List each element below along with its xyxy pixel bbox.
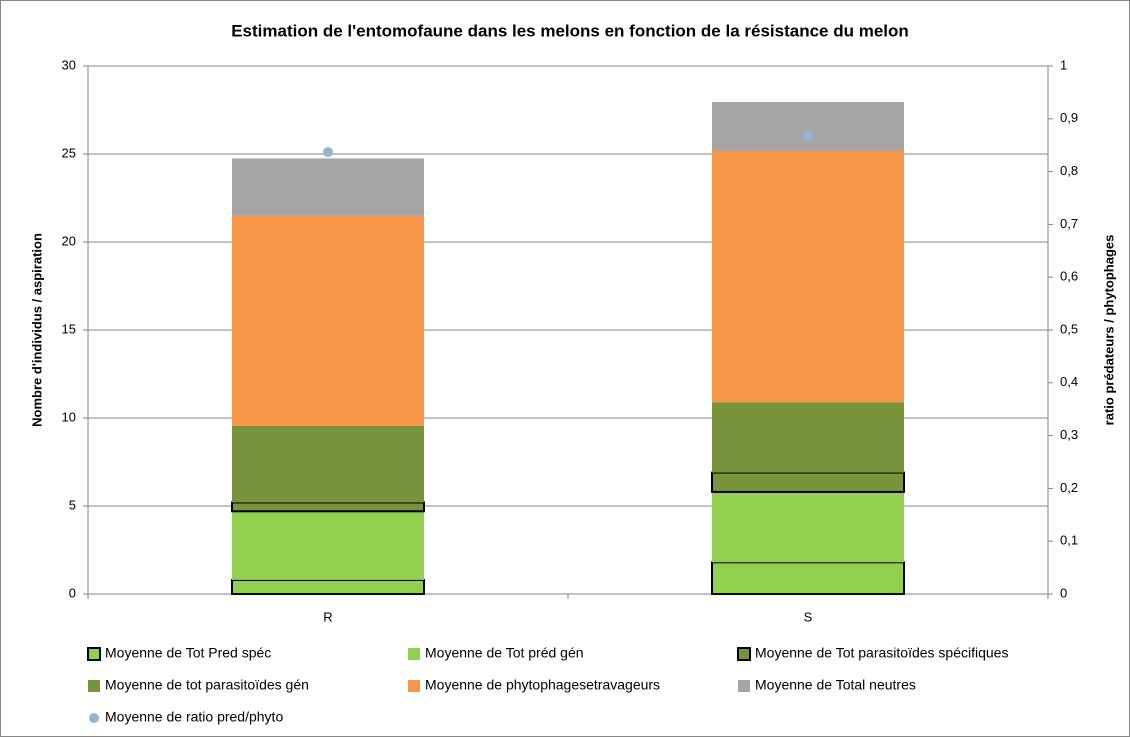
legend-label: Moyenne de Total neutres — [755, 677, 916, 693]
x-tick-label: R — [323, 609, 332, 624]
y-tick-label: 15 — [62, 321, 76, 336]
y-tick-label: 25 — [62, 145, 76, 160]
y2-tick-label: 0,9 — [1060, 110, 1078, 125]
y-tick-label: 0 — [69, 585, 76, 600]
bar-segment — [711, 561, 905, 596]
y-tick-label: 10 — [62, 409, 76, 424]
legend-marker — [737, 647, 751, 661]
bar-segment — [231, 501, 425, 513]
y-tick-label: 20 — [62, 233, 76, 248]
y-tick-label: 5 — [69, 497, 76, 512]
bar-segment — [232, 425, 424, 503]
legend-label: Moyenne de ratio pred/phyto — [105, 709, 283, 725]
legend-marker — [408, 680, 420, 692]
legend-label: Moyenne de phytophagesetravageurs — [425, 677, 660, 693]
bar-segment — [712, 491, 904, 563]
y2-tick-label: 0,1 — [1060, 533, 1078, 548]
y2-tick-label: 0,2 — [1060, 480, 1078, 495]
legend-label: Moyenne de Tot Pred spéc — [105, 645, 271, 661]
bar-segment — [712, 150, 904, 403]
y2-tick-label: 0,7 — [1060, 216, 1078, 231]
legend-label: Moyenne de Tot parasitoïdes spécifiques — [755, 645, 1008, 661]
bar-segment — [711, 471, 905, 493]
bar-segment — [232, 511, 424, 580]
legend-marker — [408, 648, 420, 660]
y2-axis-title: ratio prédateurs / phytophages — [1101, 235, 1116, 426]
bar-segment — [232, 215, 424, 426]
legend-marker — [87, 647, 101, 661]
y-axis-title: Nombre d'individus / aspiration — [29, 233, 44, 427]
y2-tick-label: 0 — [1060, 585, 1067, 600]
legend-label: Moyenne de Tot préd gén — [425, 645, 584, 661]
chart-title: Estimation de l'entomofaune dans les mel… — [231, 21, 909, 40]
y2-tick-label: 0,4 — [1060, 374, 1078, 389]
x-tick-label: S — [804, 609, 813, 624]
bar-segment — [712, 402, 904, 473]
y2-tick-label: 0,8 — [1060, 163, 1078, 178]
y2-tick-label: 0,5 — [1060, 321, 1078, 336]
legend-marker — [89, 713, 99, 723]
bar-segment — [712, 102, 904, 151]
point — [323, 147, 333, 158]
y2-tick-label: 1 — [1060, 57, 1067, 72]
legend-marker — [738, 680, 750, 692]
legend-label: Moyenne de tot parasitoïdes gén — [105, 677, 309, 693]
y2-tick-label: 0,3 — [1060, 427, 1078, 442]
y-tick-label: 30 — [62, 57, 76, 72]
bar-segment — [232, 158, 424, 216]
point — [803, 130, 813, 141]
y2-tick-label: 0,6 — [1060, 269, 1078, 284]
legend-marker — [88, 680, 100, 692]
bar-segment — [231, 578, 425, 595]
